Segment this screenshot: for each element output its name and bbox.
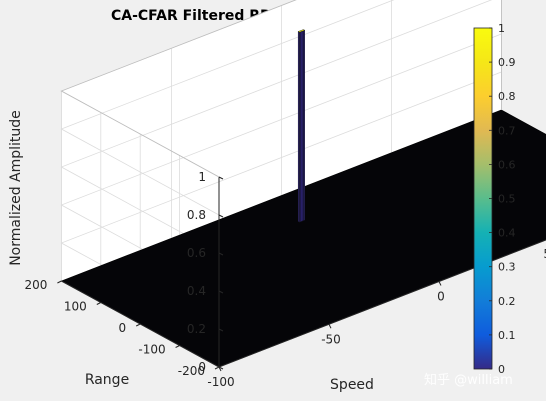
colorbar-tick-label: 0.7 bbox=[498, 124, 516, 137]
colorbar-tick-label: 0.9 bbox=[498, 56, 516, 69]
z-tick-mark bbox=[218, 290, 224, 294]
colorbar-tick-label: 1 bbox=[498, 22, 505, 35]
speed-tick-label: -50 bbox=[321, 332, 341, 346]
z-tick-mark bbox=[218, 214, 224, 218]
speed-tick-mark bbox=[328, 324, 332, 329]
z-tick-label: 0.8 bbox=[187, 208, 206, 222]
z-axis-label: Normalized Amplitude bbox=[8, 110, 24, 266]
range-tick-mark bbox=[214, 366, 220, 370]
range-tick-label: 0 bbox=[119, 321, 127, 335]
colorbar-tick-label: 0.8 bbox=[498, 90, 516, 103]
range-tick-label: -100 bbox=[138, 343, 165, 357]
z-tick-mark bbox=[218, 252, 224, 256]
peak-spike bbox=[297, 29, 306, 223]
peak-spikes bbox=[297, 29, 306, 223]
range-tick-mark bbox=[96, 302, 102, 305]
x-axis-label: Speed bbox=[330, 377, 374, 393]
tick-labels: 00.20.40.60.812001000-100-200-100-500501… bbox=[24, 170, 546, 389]
speed-tick-mark bbox=[438, 281, 442, 286]
colorbar-tick-label: 0.6 bbox=[498, 158, 516, 171]
colorbar-tick-label: 0.4 bbox=[498, 227, 516, 240]
y-axis-label: Range bbox=[85, 372, 129, 388]
range-tick-mark bbox=[57, 280, 62, 284]
speed-tick-label: -100 bbox=[207, 375, 234, 389]
z-tick-label: 0.4 bbox=[187, 284, 206, 298]
speed-tick-label: 50 bbox=[543, 247, 546, 261]
z-tick-label: 1 bbox=[198, 170, 206, 184]
colorbar-tick-label: 0 bbox=[498, 363, 505, 376]
speed-tick-label: 0 bbox=[437, 290, 445, 304]
z-tick-label: 0.2 bbox=[187, 322, 206, 336]
peak-top bbox=[297, 29, 306, 33]
range-tick-label: 200 bbox=[24, 278, 47, 292]
speed-tick-mark bbox=[218, 366, 222, 372]
z-tick-label: 0.6 bbox=[187, 246, 206, 260]
z-tick-label: 0 bbox=[198, 360, 206, 374]
colorbar-tick-label: 0.5 bbox=[498, 193, 516, 206]
z-tick-mark bbox=[218, 176, 224, 180]
z-tick-mark bbox=[218, 328, 224, 332]
box-edges bbox=[60, 0, 502, 178]
colorbar: 0 0.1 0.2 0.3 0.4 0.5 0.6 0.7 0.8 0.9 1 bbox=[473, 22, 516, 376]
range-tick-label: 100 bbox=[64, 300, 87, 314]
colorbar-tick-label: 0.1 bbox=[498, 329, 516, 342]
range-tick-mark bbox=[175, 345, 180, 348]
range-tick-label: -200 bbox=[178, 364, 205, 378]
colorbar-tick-label: 0.3 bbox=[498, 261, 516, 274]
watermark: 知乎 @william bbox=[424, 372, 513, 388]
colorbar-tick-label: 0.2 bbox=[498, 295, 516, 308]
range-tick-mark bbox=[135, 323, 141, 327]
